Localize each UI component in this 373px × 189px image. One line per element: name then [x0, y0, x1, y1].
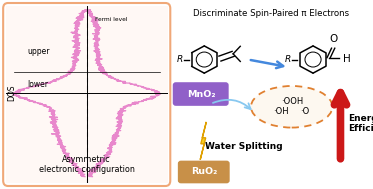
Text: Energy
Efficiency: Energy Efficiency [349, 114, 373, 133]
Text: RuO₂: RuO₂ [191, 167, 217, 177]
Ellipse shape [251, 86, 332, 128]
Text: MnO₂: MnO₂ [187, 90, 216, 99]
Text: R: R [176, 55, 183, 64]
Polygon shape [200, 122, 206, 160]
Text: Water Splitting: Water Splitting [205, 142, 283, 151]
Text: R: R [285, 55, 291, 64]
Text: electronic configuration: electronic configuration [39, 165, 135, 174]
Text: lower: lower [27, 80, 48, 89]
Text: Discriminate Spin-Paired π Electrons: Discriminate Spin-Paired π Electrons [193, 9, 350, 18]
Text: upper: upper [27, 47, 50, 56]
Text: Fermi level: Fermi level [95, 17, 127, 22]
FancyBboxPatch shape [178, 161, 230, 183]
FancyBboxPatch shape [173, 82, 229, 106]
Text: DOS: DOS [7, 85, 16, 101]
Text: ·OH: ·OH [273, 107, 288, 116]
Text: ·OOH: ·OOH [282, 97, 304, 106]
Text: ·O: ·O [300, 107, 310, 116]
Text: H: H [342, 54, 350, 64]
Text: O: O [329, 34, 337, 44]
Text: Asymmetric: Asymmetric [62, 155, 111, 164]
